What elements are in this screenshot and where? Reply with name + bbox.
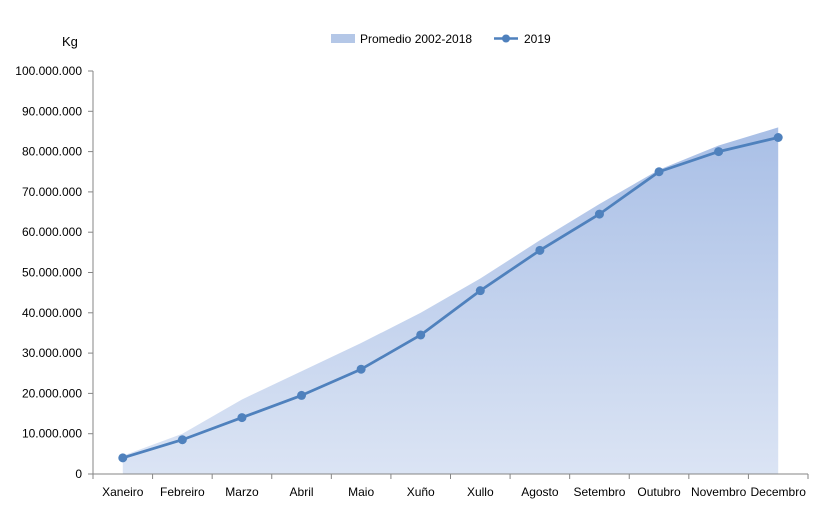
data-point-2019 — [714, 147, 724, 157]
data-point-2019 — [177, 435, 187, 445]
legend-label-2019: 2019 — [524, 32, 551, 46]
data-point-2019 — [475, 286, 485, 296]
x-tick-label: Decembro — [751, 485, 807, 499]
x-tick-label: Abril — [290, 485, 314, 499]
x-axis-ticks: Xaneiro Febreiro Marzo Abril Maio Xuño Xullo Ag… — [92, 474, 809, 499]
area-series-average — [122, 127, 779, 475]
y-tick-label: 0 — [75, 467, 82, 481]
data-point-2019 — [773, 132, 783, 142]
data-point-2019 — [297, 390, 307, 400]
x-tick-label: Maio — [348, 485, 374, 499]
x-tick-label: Marzo — [225, 485, 259, 499]
legend-marker-2019 — [502, 34, 510, 43]
data-point-2019 — [535, 245, 545, 255]
data-point-2019 — [237, 413, 247, 423]
x-tick-label: Setembro — [573, 485, 625, 499]
x-tick-label: Outubro — [637, 485, 681, 499]
legend: Promedio 2002-2018 2019 — [331, 32, 551, 46]
y-tick-label: 90.000.000 — [22, 104, 82, 118]
legend-swatch-average — [331, 34, 355, 43]
area-layer — [122, 127, 779, 475]
y-unit-label: Kg — [62, 34, 78, 49]
y-tick-label: 30.000.000 — [22, 346, 82, 360]
legend-label-average: Promedio 2002-2018 — [360, 32, 472, 46]
line-layer — [118, 132, 783, 463]
x-tick-label: Xullo — [467, 485, 494, 499]
x-tick-label: Agosto — [521, 485, 559, 499]
y-tick-label: 10.000.000 — [22, 427, 82, 441]
y-axis-ticks: 0 10.000.000 20.000.000 30.000.000 40.000.00… — [15, 64, 93, 481]
data-point-2019 — [356, 364, 366, 374]
y-tick-label: 20.000.000 — [22, 386, 82, 400]
y-tick-label: 100.000.000 — [15, 64, 82, 78]
y-tick-label: 80.000.000 — [22, 145, 82, 159]
x-tick-label: Xaneiro — [102, 485, 144, 499]
x-tick-label: Febreiro — [160, 485, 205, 499]
data-point-2019 — [416, 330, 426, 340]
y-tick-label: 60.000.000 — [22, 225, 82, 239]
y-tick-label: 40.000.000 — [22, 306, 82, 320]
data-point-2019 — [118, 453, 128, 463]
y-tick-label: 70.000.000 — [22, 185, 82, 199]
x-tick-label: Xuño — [407, 485, 435, 499]
line-series-2019 — [122, 136, 779, 460]
x-tick-label: Novembro — [691, 485, 747, 499]
data-point-2019 — [594, 209, 604, 219]
y-tick-label: 50.000.000 — [22, 266, 82, 280]
data-point-2019 — [654, 167, 664, 177]
